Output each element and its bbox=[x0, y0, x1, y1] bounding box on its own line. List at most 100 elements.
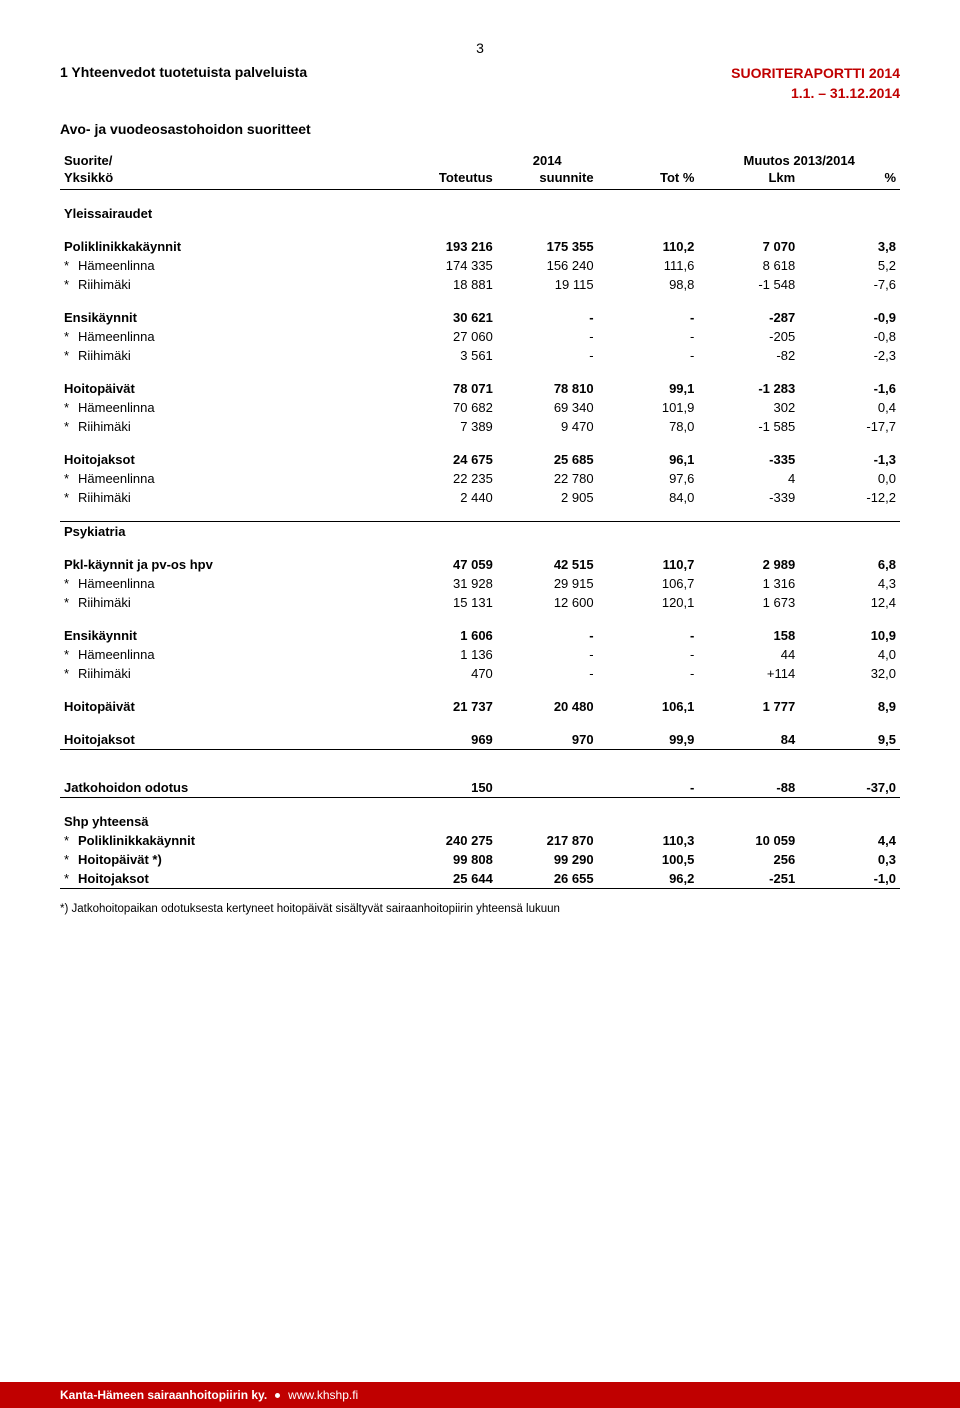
row-value: 4,0 bbox=[799, 645, 900, 664]
footnote: *) Jatkohoitopaikan odotuksesta kertynee… bbox=[60, 903, 900, 915]
row-value: -88 bbox=[698, 778, 799, 798]
row-value: 0,0 bbox=[799, 469, 900, 488]
row-value: -1,0 bbox=[799, 869, 900, 889]
row-value: 302 bbox=[698, 398, 799, 417]
row-value: - bbox=[598, 308, 699, 327]
row-value: 42 515 bbox=[497, 555, 598, 574]
row-value: - bbox=[598, 346, 699, 365]
row-value: 32,0 bbox=[799, 664, 900, 683]
table-row: Yleissairaudet bbox=[60, 204, 900, 223]
col-pct: % bbox=[799, 168, 900, 190]
row-value: 19 115 bbox=[497, 275, 598, 294]
row-value: 99,1 bbox=[598, 379, 699, 398]
section-subtitle: Avo- ja vuodeosastohoidon suoritteet bbox=[60, 121, 900, 137]
spacer-row bbox=[60, 223, 900, 237]
row-value: 1 136 bbox=[396, 645, 497, 664]
row-value: 98,8 bbox=[598, 275, 699, 294]
table-row: *Hämeenlinna1 136--444,0 bbox=[60, 645, 900, 664]
row-value: 106,7 bbox=[598, 574, 699, 593]
row-value: 70 682 bbox=[396, 398, 497, 417]
row-value: -1 585 bbox=[698, 417, 799, 436]
row-label: *Hämeenlinna bbox=[60, 398, 396, 417]
row-value bbox=[497, 812, 598, 831]
row-value: 31 928 bbox=[396, 574, 497, 593]
row-value: 2 440 bbox=[396, 488, 497, 507]
row-value bbox=[598, 204, 699, 223]
row-value bbox=[698, 812, 799, 831]
table-row: *Riihimäki15 13112 600120,11 67312,4 bbox=[60, 593, 900, 612]
row-value: 158 bbox=[698, 626, 799, 645]
row-value: 96,2 bbox=[598, 869, 699, 889]
row-value: 3 561 bbox=[396, 346, 497, 365]
table-row: Ensikäynnit1 606--15810,9 bbox=[60, 626, 900, 645]
table-row: Hoitojaksot96997099,9849,5 bbox=[60, 730, 900, 750]
row-value: 29 915 bbox=[497, 574, 598, 593]
row-value: 7 389 bbox=[396, 417, 497, 436]
spacer-row bbox=[60, 798, 900, 813]
row-value: 78 810 bbox=[497, 379, 598, 398]
row-value: 10 059 bbox=[698, 831, 799, 850]
spacer-row bbox=[60, 612, 900, 626]
spacer-row bbox=[60, 190, 900, 205]
table-row: *Hämeenlinna70 68269 340101,93020,4 bbox=[60, 398, 900, 417]
header-row: 1 Yhteenvedot tuotetuista palveluista SU… bbox=[60, 64, 900, 103]
table-row: *Hämeenlinna174 335156 240111,68 6185,2 bbox=[60, 256, 900, 275]
table-row: *Riihimäki7 3899 47078,0-1 585-17,7 bbox=[60, 417, 900, 436]
footer-url: www.khshp.fi bbox=[288, 1388, 358, 1402]
row-label: *Hämeenlinna bbox=[60, 469, 396, 488]
table-row: Pkl-käynnit ja pv-os hpv47 05942 515110,… bbox=[60, 555, 900, 574]
row-value: 2 905 bbox=[497, 488, 598, 507]
row-value: 969 bbox=[396, 730, 497, 750]
table-row: Hoitojaksot24 67525 68596,1-335-1,3 bbox=[60, 450, 900, 469]
row-value bbox=[598, 522, 699, 542]
table-row: Shp yhteensä bbox=[60, 812, 900, 831]
row-label: *Hoitopäivät *) bbox=[60, 850, 396, 869]
col-muutos: Muutos 2013/2014 bbox=[698, 151, 900, 168]
row-value: 100,5 bbox=[598, 850, 699, 869]
row-value: 25 685 bbox=[497, 450, 598, 469]
row-value: 970 bbox=[497, 730, 598, 750]
row-label: *Riihimäki bbox=[60, 593, 396, 612]
row-value: -2,3 bbox=[799, 346, 900, 365]
row-value: -82 bbox=[698, 346, 799, 365]
row-label: Ensikäynnit bbox=[60, 626, 396, 645]
row-value: 20 480 bbox=[497, 697, 598, 716]
row-value: 30 621 bbox=[396, 308, 497, 327]
row-value: 174 335 bbox=[396, 256, 497, 275]
row-value: - bbox=[598, 778, 699, 798]
row-value: 1 316 bbox=[698, 574, 799, 593]
row-label: Hoitopäivät bbox=[60, 697, 396, 716]
row-value: -0,9 bbox=[799, 308, 900, 327]
row-label: Hoitojaksot bbox=[60, 450, 396, 469]
footer-bar: Kanta-Hämeen sairaanhoitopiirin ky. www.… bbox=[0, 1382, 960, 1408]
row-value bbox=[698, 522, 799, 542]
row-value: 4,3 bbox=[799, 574, 900, 593]
row-value: - bbox=[497, 308, 598, 327]
row-value: 18 881 bbox=[396, 275, 497, 294]
table-row: Poliklinikkakäynnit193 216175 355110,27 … bbox=[60, 237, 900, 256]
row-value: - bbox=[598, 645, 699, 664]
row-value: - bbox=[497, 664, 598, 683]
row-value: 44 bbox=[698, 645, 799, 664]
row-value: 110,3 bbox=[598, 831, 699, 850]
row-value: -205 bbox=[698, 327, 799, 346]
row-value: 84 bbox=[698, 730, 799, 750]
row-value: 10,9 bbox=[799, 626, 900, 645]
row-value: 78,0 bbox=[598, 417, 699, 436]
row-label: Psykiatria bbox=[60, 522, 396, 542]
row-value: - bbox=[598, 626, 699, 645]
table-row: *Hoitopäivät *)99 80899 290100,52560,3 bbox=[60, 850, 900, 869]
table-row: Hoitopäivät21 73720 480106,11 7778,9 bbox=[60, 697, 900, 716]
table-row: *Riihimäki470--+11432,0 bbox=[60, 664, 900, 683]
spacer-row bbox=[60, 365, 900, 379]
row-value: 22 780 bbox=[497, 469, 598, 488]
report-title-line1: SUORITERAPORTTI 2014 bbox=[731, 65, 900, 81]
row-value: 24 675 bbox=[396, 450, 497, 469]
row-value: 47 059 bbox=[396, 555, 497, 574]
row-value: 106,1 bbox=[598, 697, 699, 716]
row-value: 4,4 bbox=[799, 831, 900, 850]
table-row: Ensikäynnit30 621---287-0,9 bbox=[60, 308, 900, 327]
row-value: 110,2 bbox=[598, 237, 699, 256]
spacer-row bbox=[60, 541, 900, 555]
row-value: 22 235 bbox=[396, 469, 497, 488]
